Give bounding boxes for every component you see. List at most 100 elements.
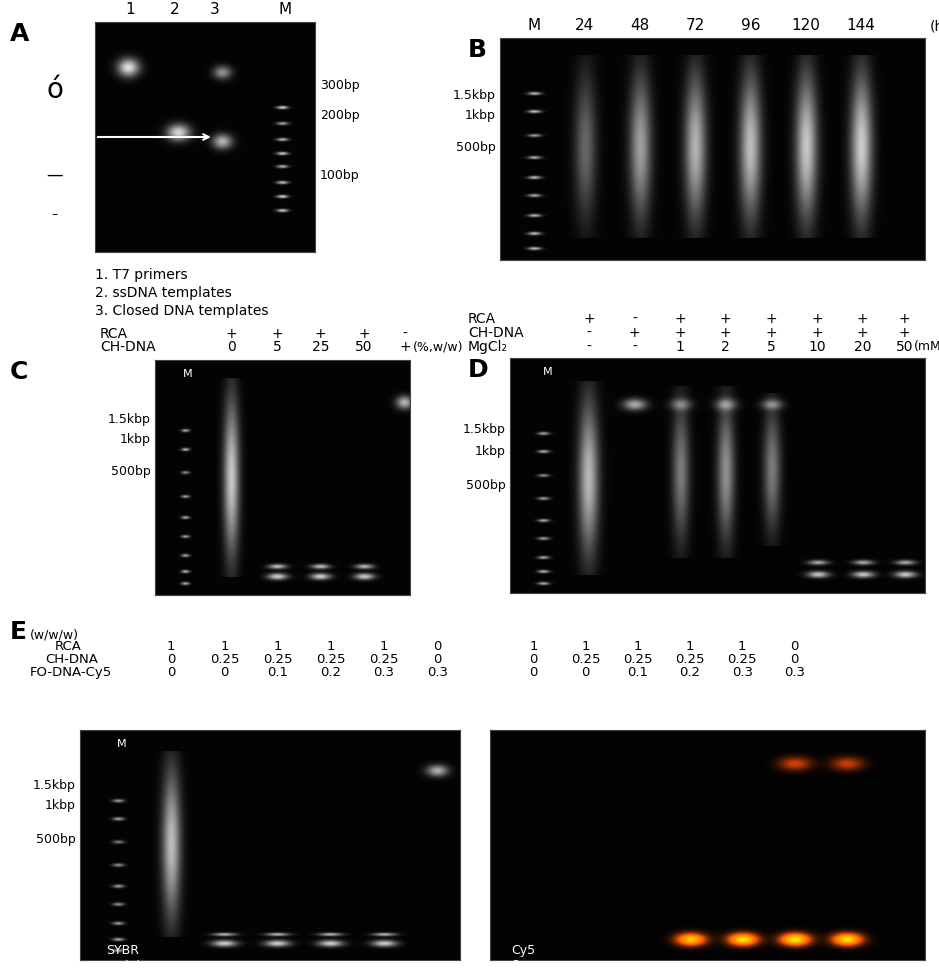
Text: 1kbp: 1kbp — [44, 798, 75, 811]
Text: 1: 1 — [273, 640, 282, 653]
Text: 0.3: 0.3 — [731, 666, 753, 679]
Text: CH-DNA: CH-DNA — [45, 653, 98, 666]
Text: 0: 0 — [530, 666, 538, 679]
Text: 1kbp: 1kbp — [474, 445, 505, 459]
Text: (h): (h) — [930, 19, 939, 33]
Text: RCA: RCA — [468, 312, 496, 326]
Text: 120: 120 — [792, 18, 821, 33]
Text: +: + — [315, 327, 327, 341]
Text: –: – — [52, 209, 58, 222]
Text: 1: 1 — [530, 640, 538, 653]
Text: RCA: RCA — [100, 327, 128, 341]
Text: (w/w/w): (w/w/w) — [30, 628, 79, 641]
Text: -: - — [632, 312, 637, 326]
Text: +: + — [899, 326, 910, 340]
Text: 0: 0 — [581, 666, 590, 679]
Text: M: M — [279, 2, 292, 17]
Text: 500bp: 500bp — [466, 479, 505, 493]
Text: 0: 0 — [167, 653, 176, 666]
Text: 200bp: 200bp — [319, 108, 360, 121]
Text: +: + — [811, 312, 823, 326]
Text: -: - — [587, 326, 592, 340]
Text: CH-DNA: CH-DNA — [468, 326, 524, 340]
Text: 0.1: 0.1 — [267, 666, 288, 679]
Text: Cy5
fluorescence: Cy5 fluorescence — [512, 944, 592, 973]
Text: 0.3: 0.3 — [426, 666, 448, 679]
Text: M: M — [117, 739, 127, 750]
Text: 1.5kbp: 1.5kbp — [33, 779, 75, 792]
Text: 0.25: 0.25 — [675, 653, 705, 666]
Text: +: + — [225, 327, 238, 341]
Text: +: + — [765, 326, 777, 340]
Text: 1: 1 — [379, 640, 388, 653]
Text: 0: 0 — [221, 666, 228, 679]
Text: C: C — [10, 360, 28, 384]
Text: 0.1: 0.1 — [627, 666, 649, 679]
Text: +: + — [359, 327, 370, 341]
Text: +: + — [811, 326, 823, 340]
Text: +: + — [399, 340, 410, 354]
Text: 0.3: 0.3 — [374, 666, 394, 679]
Text: MgCl₂: MgCl₂ — [468, 340, 508, 354]
Text: B: B — [468, 38, 487, 62]
Text: 1kbp: 1kbp — [119, 433, 150, 446]
Text: +: + — [857, 326, 869, 340]
Text: 1kbp: 1kbp — [465, 108, 495, 121]
Text: 0: 0 — [433, 640, 441, 653]
Text: 300bp: 300bp — [319, 78, 360, 92]
Text: 0: 0 — [530, 653, 538, 666]
Text: 0: 0 — [433, 653, 441, 666]
Text: 0: 0 — [791, 640, 799, 653]
Text: 0.2: 0.2 — [680, 666, 700, 679]
Text: RCA: RCA — [55, 640, 82, 653]
Text: M: M — [528, 18, 541, 33]
Text: 0.25: 0.25 — [571, 653, 600, 666]
Text: 500bp: 500bp — [111, 466, 150, 478]
Text: +: + — [720, 326, 731, 340]
Text: (mM): (mM) — [915, 340, 939, 353]
Text: 0.3: 0.3 — [784, 666, 805, 679]
Text: +: + — [583, 312, 594, 326]
Text: 1: 1 — [581, 640, 590, 653]
Text: 1: 1 — [738, 640, 747, 653]
Text: 72: 72 — [685, 18, 705, 33]
Text: +: + — [720, 312, 731, 326]
Text: 1: 1 — [220, 640, 229, 653]
Text: —: — — [47, 166, 63, 184]
Text: E: E — [10, 620, 27, 644]
Text: 50: 50 — [896, 340, 913, 354]
Text: 500bp: 500bp — [455, 142, 495, 154]
Text: 0: 0 — [227, 340, 236, 354]
Text: 96: 96 — [741, 18, 761, 33]
Text: -: - — [632, 340, 637, 354]
Text: 1: 1 — [327, 640, 335, 653]
Text: +: + — [674, 326, 686, 340]
Text: 144: 144 — [847, 18, 876, 33]
Text: 3: 3 — [210, 2, 220, 17]
Text: 1: 1 — [125, 2, 135, 17]
Text: 0.25: 0.25 — [369, 653, 399, 666]
Text: 50: 50 — [355, 340, 373, 354]
Text: 0.2: 0.2 — [320, 666, 341, 679]
Text: +: + — [271, 327, 284, 341]
Text: D: D — [468, 358, 488, 382]
Text: ó: ó — [47, 76, 64, 104]
Text: +: + — [857, 312, 869, 326]
Text: 0.25: 0.25 — [623, 653, 653, 666]
Text: +: + — [899, 312, 910, 326]
Text: -: - — [403, 327, 408, 341]
Text: 0: 0 — [791, 653, 799, 666]
Text: 5: 5 — [767, 340, 776, 354]
Text: 0.25: 0.25 — [316, 653, 346, 666]
Text: +: + — [765, 312, 777, 326]
Text: 20: 20 — [854, 340, 871, 354]
Text: 1: 1 — [634, 640, 642, 653]
Text: 500bp: 500bp — [36, 834, 75, 846]
Text: 2: 2 — [170, 2, 179, 17]
Text: 5: 5 — [273, 340, 282, 354]
Text: 0.25: 0.25 — [728, 653, 757, 666]
Text: 1.5kbp: 1.5kbp — [107, 414, 150, 427]
Text: +: + — [629, 326, 640, 340]
Text: 1: 1 — [167, 640, 176, 653]
Text: -: - — [587, 340, 592, 354]
